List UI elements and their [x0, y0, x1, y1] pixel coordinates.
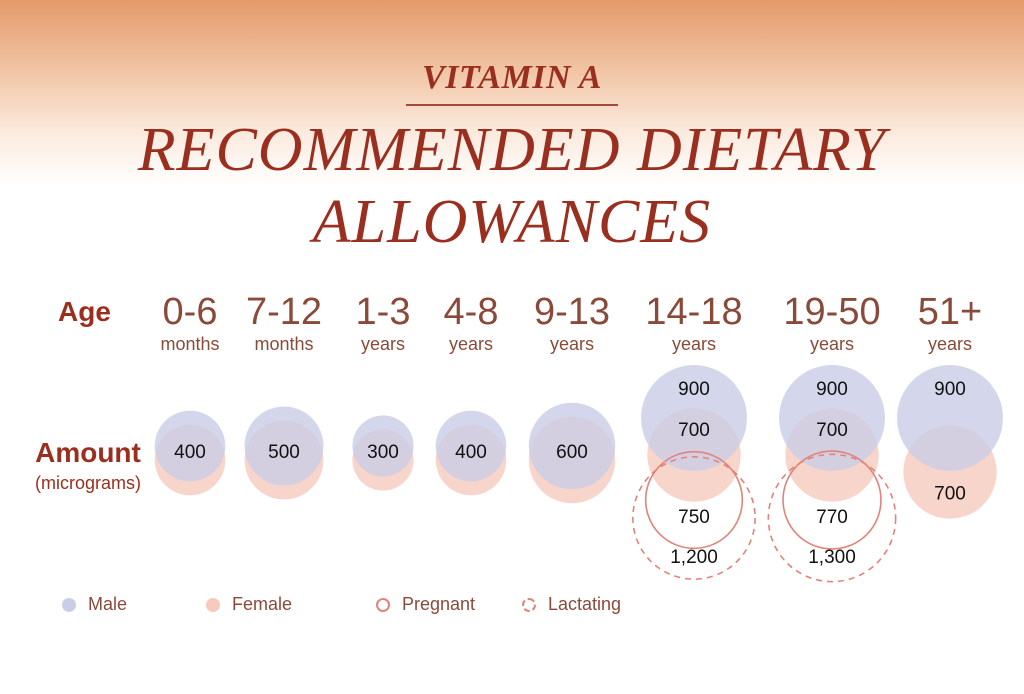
lactating-ring [632, 456, 756, 580]
lactating-ring [767, 453, 897, 583]
amount-value-label: 300 [367, 442, 399, 463]
amount-unit-label: (micrograms) [35, 473, 141, 493]
pregnant-ring-icon [376, 597, 390, 612]
male-bubble [352, 415, 414, 477]
age-column-6: 14-18 years [624, 290, 764, 354]
legend-item-lactating: Lactating [522, 594, 621, 615]
legend-female-label: Female [232, 594, 293, 614]
chart-title-line-1: RECOMMENDED DIETARY [137, 116, 887, 184]
age-column-3: 1-3 years [313, 290, 453, 354]
legend-item-male: Male [62, 594, 127, 615]
legend-lactating-label: Lactating [548, 594, 622, 614]
male-bubble [244, 406, 324, 486]
pregnant-ring [782, 450, 882, 550]
pregnant-value-label: 750 [678, 507, 710, 528]
age-range-label: 4-8 [443, 291, 499, 333]
age-unit-label: years [809, 334, 854, 354]
chart-title-line-2: ALLOWANCES [312, 188, 712, 256]
age-unit-label: years [549, 334, 594, 354]
age-column-7: 19-50 years [762, 290, 902, 354]
age-row-label: Age [58, 296, 111, 327]
amount-value-label: 400 [455, 442, 487, 463]
age-unit-label: months [254, 334, 314, 354]
legend-pregnant-label: Pregnant [402, 594, 476, 614]
pregnant-ring [644, 450, 744, 550]
lactating-value-label: 1,200 [670, 547, 718, 568]
age-range-label: 14-18 [645, 291, 743, 333]
amount-value-label: 500 [268, 442, 300, 463]
legend: Male Female Pregnant Lactating [0, 594, 1024, 624]
age-unit-label: years [448, 334, 493, 354]
lactating-value-label: 1,300 [808, 547, 856, 568]
male-bubble [641, 365, 747, 471]
male-bubble [435, 410, 507, 482]
amount-value-label: 600 [556, 442, 588, 463]
female-value-label: 700 [678, 420, 710, 441]
age-range-label: 19-50 [783, 291, 881, 333]
age-range-label: 51+ [917, 291, 983, 333]
age-unit-label: years [927, 334, 972, 354]
male-bubble [779, 365, 885, 471]
amount-row-label: Amount (micrograms) [26, 436, 150, 496]
pregnant-value-label: 770 [816, 507, 848, 528]
male-bubble [528, 402, 616, 490]
age-column-1: 0-6 months [120, 290, 260, 354]
title-divider [406, 104, 618, 106]
female-value-label: 700 [934, 484, 966, 505]
age-unit-label: years [671, 334, 716, 354]
female-value-label: 700 [816, 420, 848, 441]
age-range-label: 7-12 [245, 291, 323, 333]
title-block: VITAMIN A RECOMMENDED DIETARY ALLOWANCES [0, 58, 1024, 258]
male-swatch-icon [62, 597, 76, 612]
vitamin-label: VITAMIN A [422, 59, 602, 96]
age-unit-label: months [160, 334, 220, 354]
age-column-4: 4-8 years [401, 290, 541, 354]
age-column-2: 7-12 months [214, 290, 354, 354]
legend-item-female: Female [206, 594, 292, 615]
male-bubble [897, 365, 1003, 471]
age-column-5: 9-13 years [502, 290, 642, 354]
female-swatch-icon [206, 597, 220, 612]
age-range-label: 0-6 [162, 291, 218, 333]
age-range-label: 9-13 [533, 291, 611, 333]
male-bubble [154, 410, 226, 482]
age-range-label: 1-3 [355, 291, 411, 333]
age-unit-label: years [360, 334, 405, 354]
amount-label: Amount [35, 437, 141, 468]
male-value-label: 900 [816, 379, 848, 400]
legend-item-pregnant: Pregnant [376, 594, 475, 615]
amount-value-label: 400 [174, 442, 206, 463]
male-value-label: 900 [934, 379, 966, 400]
male-value-label: 900 [678, 379, 710, 400]
legend-male-label: Male [88, 594, 128, 614]
lactating-ring-icon [522, 597, 536, 612]
age-column-8: 51+ years [880, 290, 1020, 354]
